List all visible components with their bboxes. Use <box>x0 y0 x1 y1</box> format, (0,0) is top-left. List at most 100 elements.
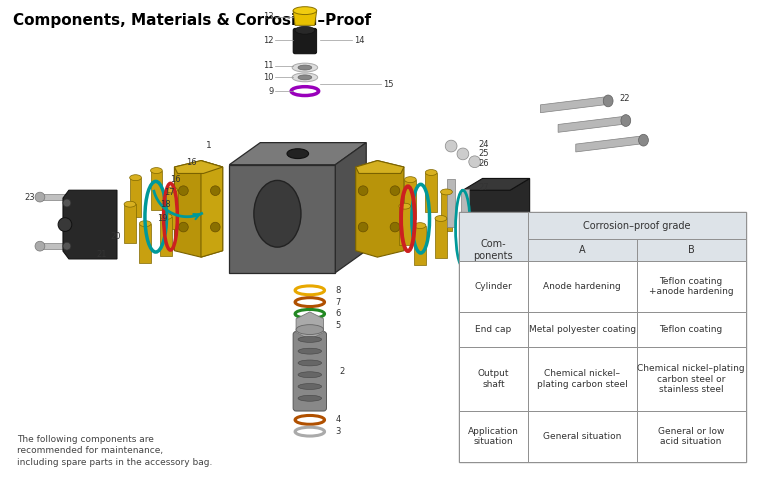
Text: General situation: General situation <box>543 432 621 441</box>
Ellipse shape <box>124 201 136 207</box>
Text: 15: 15 <box>383 80 394 89</box>
Text: Corrosion–proof grade: Corrosion–proof grade <box>583 220 690 230</box>
Ellipse shape <box>604 95 613 107</box>
Polygon shape <box>459 212 528 261</box>
Polygon shape <box>356 161 404 174</box>
Text: 21: 21 <box>97 250 107 259</box>
Text: A: A <box>579 245 585 255</box>
FancyBboxPatch shape <box>293 332 326 411</box>
Polygon shape <box>40 194 84 200</box>
Text: Metal polyester coating: Metal polyester coating <box>529 325 636 334</box>
Polygon shape <box>528 347 636 411</box>
Text: 2: 2 <box>339 367 344 376</box>
Polygon shape <box>459 212 745 462</box>
Polygon shape <box>160 217 172 256</box>
Polygon shape <box>440 192 453 231</box>
Text: 3: 3 <box>335 427 341 436</box>
Text: End cap: End cap <box>475 325 511 334</box>
Text: Anode hardening: Anode hardening <box>543 282 621 291</box>
Ellipse shape <box>298 65 312 70</box>
Polygon shape <box>463 178 530 267</box>
Text: 25: 25 <box>479 150 489 158</box>
Polygon shape <box>124 204 136 243</box>
Polygon shape <box>576 136 639 152</box>
Ellipse shape <box>63 199 71 207</box>
Text: 17: 17 <box>164 188 174 196</box>
Text: 10: 10 <box>263 73 274 82</box>
Ellipse shape <box>287 149 309 159</box>
Polygon shape <box>174 161 223 257</box>
Polygon shape <box>229 165 335 272</box>
Polygon shape <box>459 312 528 347</box>
Polygon shape <box>356 161 404 257</box>
Polygon shape <box>540 97 604 113</box>
Ellipse shape <box>414 223 426 228</box>
Ellipse shape <box>63 242 71 250</box>
Polygon shape <box>459 347 528 411</box>
Polygon shape <box>636 261 745 312</box>
Ellipse shape <box>178 186 188 196</box>
Text: 6: 6 <box>335 309 341 318</box>
Text: 18: 18 <box>160 200 171 209</box>
Text: The following components are
recommended for maintenance,
including spare parts : The following components are recommended… <box>18 435 213 467</box>
Text: Chemical nickel–plating
carbon steel or
stainless steel: Chemical nickel–plating carbon steel or … <box>637 364 745 394</box>
Ellipse shape <box>296 325 324 335</box>
Polygon shape <box>293 11 317 25</box>
Text: 14: 14 <box>354 35 364 44</box>
Polygon shape <box>636 347 745 411</box>
Text: 24: 24 <box>479 140 489 149</box>
Ellipse shape <box>210 222 220 232</box>
Polygon shape <box>463 178 530 190</box>
FancyBboxPatch shape <box>293 28 317 54</box>
Polygon shape <box>405 180 416 219</box>
Polygon shape <box>459 261 528 312</box>
Polygon shape <box>399 206 411 245</box>
Ellipse shape <box>298 360 322 366</box>
Polygon shape <box>166 190 178 229</box>
Polygon shape <box>201 161 223 257</box>
Ellipse shape <box>298 395 322 401</box>
Ellipse shape <box>293 7 317 14</box>
Polygon shape <box>151 171 162 210</box>
Ellipse shape <box>292 73 318 82</box>
Ellipse shape <box>298 337 322 342</box>
Polygon shape <box>459 411 528 462</box>
Text: 9: 9 <box>268 87 274 96</box>
Ellipse shape <box>425 170 437 175</box>
Polygon shape <box>425 173 437 212</box>
Polygon shape <box>174 161 223 174</box>
Text: Cylinder: Cylinder <box>475 282 512 291</box>
Ellipse shape <box>390 186 400 196</box>
Ellipse shape <box>298 75 312 80</box>
Ellipse shape <box>254 180 301 247</box>
Circle shape <box>457 148 469 160</box>
Text: Components, Materials & Corrosion–Proof: Components, Materials & Corrosion–Proof <box>14 12 372 28</box>
Text: General or low
acid situation: General or low acid situation <box>658 427 725 446</box>
Polygon shape <box>335 142 367 272</box>
Ellipse shape <box>139 221 151 227</box>
Text: Teflon coating: Teflon coating <box>659 325 722 334</box>
Polygon shape <box>414 226 426 265</box>
Text: 22: 22 <box>619 95 629 103</box>
Ellipse shape <box>35 241 45 251</box>
Polygon shape <box>528 239 636 261</box>
Text: Teflon coating
+anode hardening: Teflon coating +anode hardening <box>648 277 733 296</box>
Text: 8: 8 <box>335 286 341 295</box>
Text: 19: 19 <box>157 214 168 223</box>
Text: 23: 23 <box>24 193 35 202</box>
Text: 16: 16 <box>170 175 181 184</box>
Ellipse shape <box>399 203 411 209</box>
Text: 11: 11 <box>263 61 274 70</box>
Text: 13: 13 <box>263 12 274 21</box>
Text: 16: 16 <box>187 158 197 167</box>
Ellipse shape <box>298 372 322 378</box>
Ellipse shape <box>210 186 220 196</box>
Ellipse shape <box>435 216 447 221</box>
Text: Application
situation: Application situation <box>468 427 519 446</box>
Text: 20: 20 <box>111 232 121 241</box>
Text: 12: 12 <box>263 35 274 44</box>
Ellipse shape <box>166 187 178 193</box>
Ellipse shape <box>298 383 322 390</box>
Polygon shape <box>636 239 745 261</box>
Ellipse shape <box>160 214 172 219</box>
